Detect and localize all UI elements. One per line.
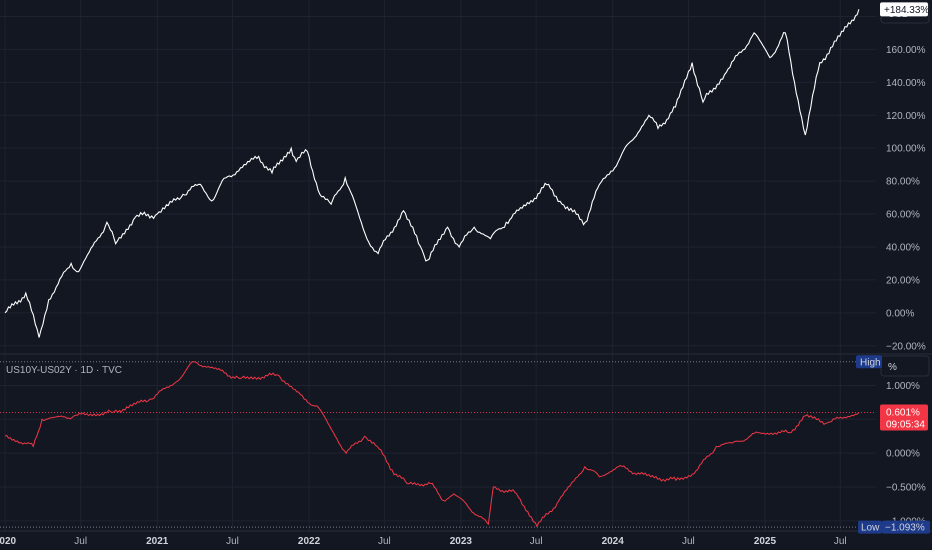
x-tick-label: 2021 <box>146 536 169 547</box>
high-label: High <box>860 357 881 368</box>
x-tick-label: Jul <box>682 536 695 547</box>
x-tick-label: 2023 <box>450 536 473 547</box>
main-y-tick-label: 80.00% <box>886 177 920 188</box>
x-tick-label: Jul <box>74 536 87 547</box>
lower-pane-title[interactable]: US10Y-US02Y · 1D · TVC <box>6 365 122 376</box>
x-tick-label: Jul <box>378 536 391 547</box>
lower-y-tick-label: 0.000% <box>886 449 920 460</box>
x-tick-label: 2022 <box>298 536 321 547</box>
main-y-tick-label: 120.00% <box>886 111 926 122</box>
main-y-tick-label: 0.00% <box>886 308 914 319</box>
lower-pane-grid <box>0 355 876 531</box>
lower-y-tick-label: 1.000% <box>886 381 920 392</box>
main-series-line <box>4 9 860 338</box>
unit-label: % <box>888 362 897 373</box>
x-tick-label: Jul <box>834 536 847 547</box>
time-axis[interactable]: 2020 Jul 2021 Jul 2022 Jul 2023 Jul 2024 Jul 2025 J… <box>0 536 847 547</box>
main-y-tick-label: 20.00% <box>886 275 920 286</box>
x-tick-label: 2020 <box>0 536 17 547</box>
x-tick-label: Jul <box>226 536 239 547</box>
high-badge: High <box>856 355 882 369</box>
main-y-tick-label: 160.00% <box>886 45 926 56</box>
main-y-tick-label: 100.00% <box>886 144 926 155</box>
main-y-tick-label: 40.00% <box>886 242 920 253</box>
x-tick-label: Jul <box>530 536 543 547</box>
low-label: Low <box>861 523 880 534</box>
x-tick-label: 2025 <box>754 536 777 547</box>
main-y-tick-label: 60.00% <box>886 210 920 221</box>
current-value-badge: 0.601% 09:05:34 <box>880 404 928 431</box>
current-value-text: 0.601% <box>886 407 920 418</box>
countdown-text: 09:05:34 <box>886 419 925 430</box>
unit-button[interactable]: % <box>880 355 930 377</box>
x-tick-label: 2024 <box>602 536 625 547</box>
spread-series-line <box>4 361 860 528</box>
lower-y-tick-label: −0.500% <box>886 483 926 494</box>
low-badge: Low −1.093% <box>858 520 930 534</box>
main-y-tick-label: −20.00% <box>886 341 926 352</box>
last-value-text: +184.33% <box>884 5 929 16</box>
main-pane-grid <box>0 0 876 354</box>
last-value-badge: +184.33% <box>880 2 929 17</box>
main-y-tick-label: 140.00% <box>886 78 926 89</box>
low-value-text: −1.093% <box>885 523 925 534</box>
